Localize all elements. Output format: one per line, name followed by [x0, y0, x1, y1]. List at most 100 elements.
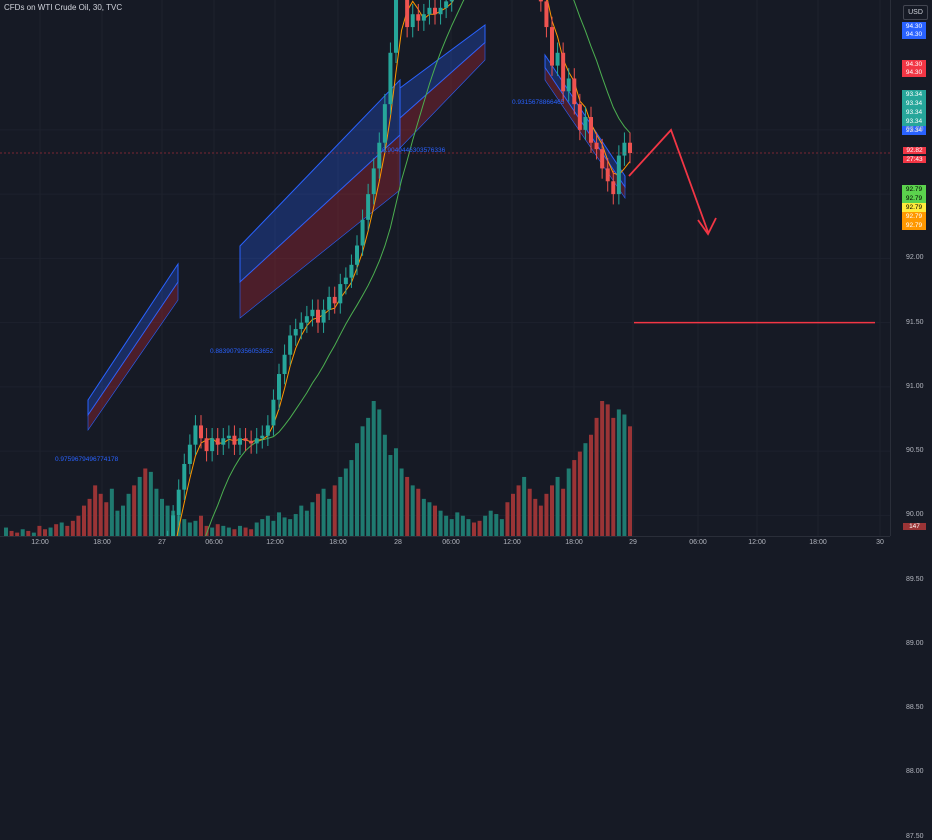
- candle-body: [221, 438, 226, 445]
- volume-bar: [600, 401, 605, 536]
- volume-bar: [394, 448, 398, 536]
- volume-bar: [544, 493, 549, 536]
- volume-bar: [405, 476, 410, 536]
- price-tag: 93.34: [902, 90, 926, 99]
- volume-bar: [271, 520, 276, 536]
- price-tick-label: 88.50: [906, 704, 924, 712]
- volume-bar: [421, 498, 426, 536]
- volume-bar: [349, 460, 354, 536]
- volume-bar: [316, 493, 320, 536]
- price-tag: 93.34: [902, 126, 926, 135]
- volume-bar: [277, 512, 281, 536]
- volume-bar: [460, 515, 465, 536]
- time-tick-label: 27: [158, 539, 166, 546]
- volume-bar: [444, 515, 449, 536]
- price-tag: 94.30: [902, 22, 926, 31]
- volume-bar: [93, 485, 98, 536]
- volume-bar: [472, 522, 476, 536]
- price-tick-label: 92.00: [906, 254, 924, 262]
- candle-body: [271, 399, 276, 426]
- channel-annotation-1: 0.9759679496774178: [55, 456, 119, 463]
- price-tick-label: 87.50: [906, 832, 924, 840]
- candle-body: [594, 142, 599, 150]
- volume-bar: [148, 471, 153, 536]
- price-tag: 92.79: [902, 185, 926, 194]
- volume-bar: [37, 525, 42, 536]
- chart-title: CFDs on WTI Crude Oil, 30, TVC: [4, 3, 123, 12]
- volume-bar: [388, 455, 393, 536]
- channel-lower-zone: [87, 281, 179, 431]
- volume-bar: [343, 468, 348, 536]
- volume-bar: [628, 426, 632, 536]
- candle-body: [577, 104, 582, 130]
- price-tag: 92.79: [902, 194, 926, 203]
- volume-bar: [589, 434, 593, 536]
- volume-bar: [15, 532, 20, 536]
- candle-body: [360, 219, 365, 246]
- volume-bar: [438, 510, 443, 536]
- price-tag: 92.79: [902, 221, 926, 230]
- currency-selector[interactable]: USD: [903, 5, 928, 20]
- time-tick-label: 30: [876, 539, 884, 546]
- candle-body: [349, 264, 354, 278]
- price-tag: 94.30: [902, 30, 926, 39]
- candle-body: [204, 438, 209, 452]
- candle-body: [243, 438, 248, 441]
- chart-plot[interactable]: [0, 0, 890, 536]
- candle-body: [572, 78, 577, 105]
- candle-body: [321, 309, 326, 323]
- candle-body: [299, 322, 304, 330]
- ma-slow-line: [205, 0, 631, 536]
- channel-lower-zone: [399, 41, 486, 149]
- candle-body: [293, 329, 298, 336]
- candle-body: [316, 309, 320, 323]
- volume-bar: [65, 525, 70, 536]
- price-scale[interactable]: [890, 0, 932, 536]
- candle-body: [410, 14, 415, 28]
- volume-bar: [221, 525, 226, 536]
- candle-body: [238, 438, 242, 445]
- volume-bar: [366, 417, 371, 536]
- volume-bar: [360, 426, 365, 536]
- volume-bar: [483, 515, 488, 536]
- channel-lower-zone: [239, 134, 401, 319]
- candle-body: [566, 78, 571, 92]
- volume-bar: [382, 434, 387, 536]
- candle-body: [176, 489, 181, 516]
- volume-bar: [499, 519, 504, 536]
- candle-body: [622, 142, 627, 156]
- volume-bar: [427, 502, 432, 536]
- volume-bar: [572, 460, 577, 536]
- volume-bar: [232, 529, 237, 536]
- price-tick-label: 91.50: [906, 318, 924, 326]
- volume-bar: [243, 527, 248, 536]
- volume-bar: [160, 498, 164, 536]
- volume-bar: [488, 510, 493, 536]
- price-tag: 94.30: [902, 60, 926, 69]
- price-tick-label: 93.00: [906, 125, 924, 133]
- price-tick-label: 89.00: [906, 639, 924, 647]
- volume-bar: [48, 527, 53, 536]
- volume-bar: [371, 401, 376, 536]
- volume-bar: [70, 520, 75, 536]
- price-tag: 93.34: [902, 117, 926, 126]
- volume-bar: [182, 519, 187, 536]
- volume-bar: [104, 502, 109, 536]
- candle-body: [583, 117, 588, 130]
- candle-body: [304, 316, 309, 323]
- volume-bar: [121, 505, 125, 536]
- candle-body: [550, 27, 554, 66]
- price-tick-label: 90.00: [906, 511, 924, 519]
- volume-bar: [577, 451, 582, 536]
- time-tick-label: 06:00: [689, 539, 707, 546]
- volume-bar: [126, 493, 131, 536]
- candle-body: [427, 7, 432, 15]
- volume-bar: [132, 485, 137, 536]
- candle-body: [226, 435, 231, 439]
- time-scale[interactable]: [0, 536, 890, 551]
- volume-bar: [533, 498, 538, 536]
- candle-body: [310, 309, 315, 317]
- time-tick-label: 12:00: [503, 539, 521, 546]
- volume-bar: [611, 417, 616, 536]
- volume-bar: [9, 530, 14, 536]
